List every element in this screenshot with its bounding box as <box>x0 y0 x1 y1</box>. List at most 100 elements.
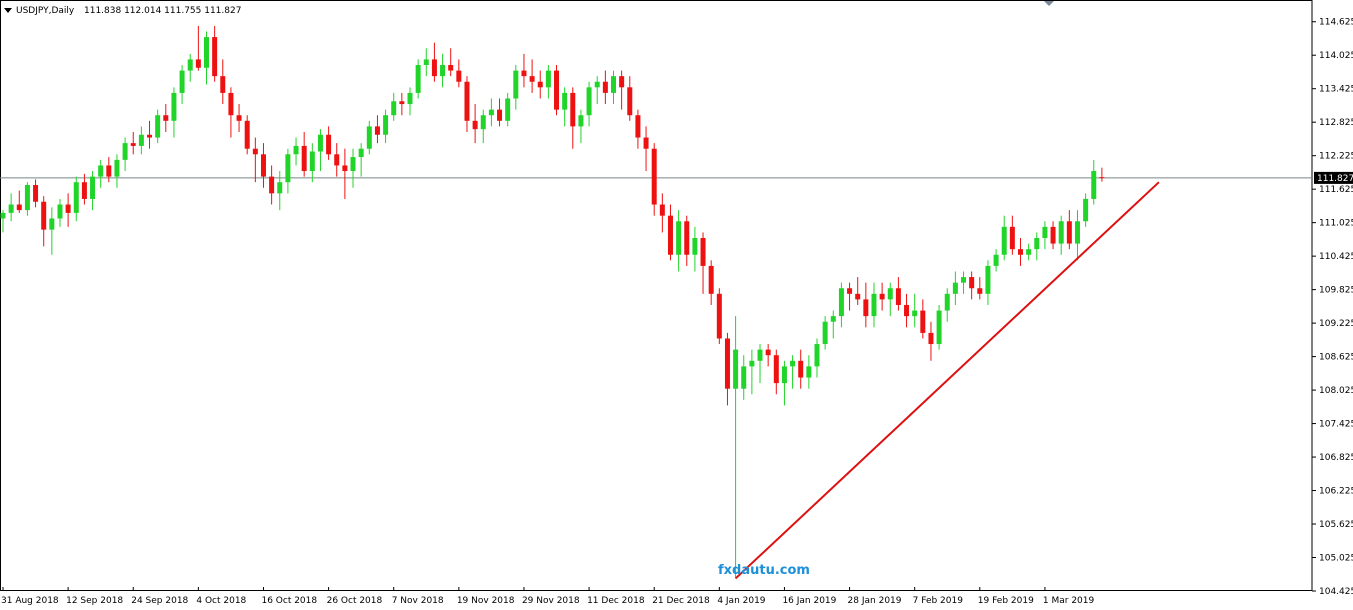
candle-body <box>749 360 755 367</box>
candle-body <box>651 148 657 205</box>
candle <box>326 126 332 160</box>
x-tick-label: 16 Jan 2019 <box>782 596 836 606</box>
candle-body <box>269 176 275 194</box>
candle <box>879 282 885 311</box>
candle-body <box>741 366 747 389</box>
candle <box>920 299 926 339</box>
candle <box>407 87 413 116</box>
candle-body <box>220 76 226 93</box>
dropdown-triangle-icon[interactable] <box>4 8 12 13</box>
candle-body <box>627 87 633 116</box>
current-price-tag <box>1314 171 1353 184</box>
candle-body <box>521 70 527 77</box>
candle <box>122 137 128 172</box>
candle <box>814 338 820 378</box>
candle-body <box>65 204 71 213</box>
x-tick-label: 19 Nov 2018 <box>457 596 515 606</box>
candle <box>570 87 576 149</box>
candle <box>985 260 991 305</box>
candle-body <box>708 265 714 294</box>
candle-body <box>505 98 511 121</box>
candle-body <box>204 37 209 68</box>
candle <box>440 53 446 88</box>
candle-body <box>1099 177 1105 179</box>
y-tick-label: 112.825 <box>1319 118 1353 128</box>
candle-body <box>961 277 967 283</box>
candle <box>724 332 730 406</box>
candle <box>863 282 869 328</box>
candle-body <box>855 293 861 300</box>
x-tick-label: 26 Oct 2018 <box>327 596 383 606</box>
candle-body <box>244 120 250 149</box>
candle <box>537 70 543 99</box>
candle-body <box>806 366 812 378</box>
candle <box>611 70 616 105</box>
candle <box>472 104 478 144</box>
candle-body <box>1074 221 1080 244</box>
y-tick-label: 113.425 <box>1319 85 1353 95</box>
candle <box>187 53 193 82</box>
candle <box>220 59 226 105</box>
y-tick-label: 111.025 <box>1319 219 1353 229</box>
candle <box>904 293 910 328</box>
candle <box>887 282 893 317</box>
candle <box>667 204 673 261</box>
candle-body <box>1026 249 1032 255</box>
candle-body <box>887 288 893 300</box>
candle-body <box>830 316 836 322</box>
candle-body <box>790 360 796 367</box>
candle-body <box>179 70 185 93</box>
y-tick-label: 112.225 <box>1319 152 1353 162</box>
candle <box>317 129 323 172</box>
candle <box>1034 232 1040 261</box>
candle-body <box>578 115 584 127</box>
candle <box>1058 215 1064 255</box>
candle <box>847 282 853 311</box>
y-tick-label: 108.625 <box>1319 353 1353 363</box>
candle-body <box>342 165 348 172</box>
candle-body <box>252 148 258 155</box>
candle-body <box>554 70 560 110</box>
candle <box>895 277 901 311</box>
x-tick-label: 29 Nov 2018 <box>522 596 580 606</box>
candle <box>277 171 283 211</box>
y-tick-label: 104.425 <box>1319 587 1353 597</box>
candle <box>545 64 551 99</box>
x-tick-label: 24 Sep 2018 <box>131 596 188 606</box>
candle-body <box>106 165 112 177</box>
candle-body <box>985 265 991 294</box>
candle-body <box>716 293 722 339</box>
candle <box>391 92 397 121</box>
x-tick-label: 4 Jan 2019 <box>717 596 765 606</box>
candle-body <box>480 115 486 130</box>
candle <box>798 349 804 389</box>
candle-body <box>1091 171 1097 199</box>
candle <box>936 304 942 350</box>
candle <box>49 207 55 255</box>
y-tick-label: 109.825 <box>1319 286 1353 296</box>
candle <box>431 42 437 82</box>
y-tick-label: 107.425 <box>1319 420 1353 430</box>
candle-body <box>529 76 535 82</box>
candle-body <box>399 101 405 105</box>
candle <box>41 196 47 247</box>
candle <box>73 176 79 222</box>
candle <box>260 143 266 188</box>
candle-body <box>944 293 950 311</box>
candle-body <box>863 299 869 317</box>
candle <box>554 64 560 116</box>
candle <box>871 282 877 328</box>
candle <box>497 98 503 127</box>
trendline[interactable] <box>734 181 1160 580</box>
candle <box>635 109 641 149</box>
candle <box>358 143 364 177</box>
candle-body <box>635 115 641 138</box>
candle-body <box>545 70 551 88</box>
candle-body <box>1034 238 1040 250</box>
candle-body <box>285 154 291 183</box>
candle <box>130 131 136 155</box>
candle-body <box>838 288 844 317</box>
candle <box>602 70 608 105</box>
